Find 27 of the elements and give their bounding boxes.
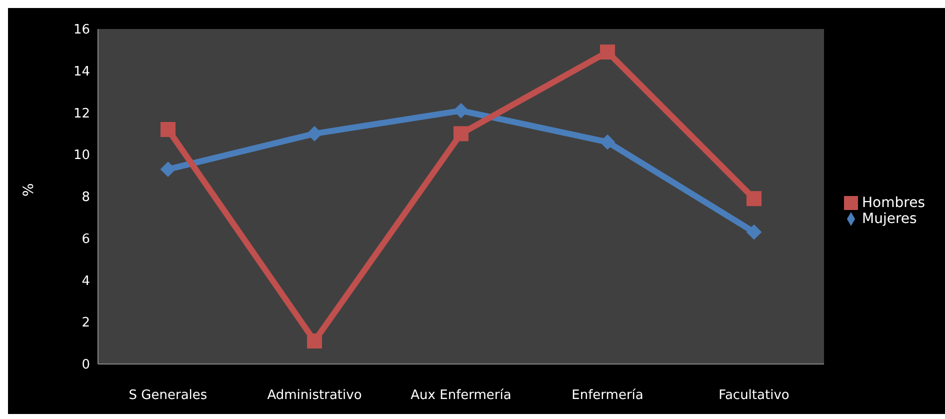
x-tick-label: Facultativo	[718, 388, 790, 404]
y-tick-label: 4	[82, 274, 90, 289]
point	[746, 224, 762, 240]
point	[307, 126, 322, 142]
y-tick-label: 6	[82, 232, 90, 247]
point	[160, 162, 176, 177]
y-tick-label: 14	[73, 64, 90, 80]
point	[454, 103, 469, 118]
y-tick-label: 2	[82, 316, 90, 331]
point	[454, 126, 469, 142]
y-tick-label: 16	[73, 22, 90, 38]
point	[746, 191, 762, 206]
y-tick-label: 10	[73, 148, 90, 164]
y-tick-label: 8	[82, 190, 90, 206]
point	[600, 44, 616, 60]
x-tick-label: Administrativo	[267, 388, 362, 404]
point	[600, 134, 616, 150]
point	[307, 333, 322, 348]
y-tick-label: 12	[73, 106, 90, 122]
x-tick-label: Enfermería	[572, 388, 644, 404]
x-tick-label: S Generales	[128, 388, 208, 404]
legend-label: Mujeres	[862, 211, 917, 227]
y-axis-title: %	[20, 183, 37, 196]
y-tick-label: 0	[82, 358, 90, 373]
x-tick-label: Aux Enfermería	[410, 388, 512, 404]
point	[160, 122, 176, 137]
legend-label: Hombres	[862, 195, 925, 211]
